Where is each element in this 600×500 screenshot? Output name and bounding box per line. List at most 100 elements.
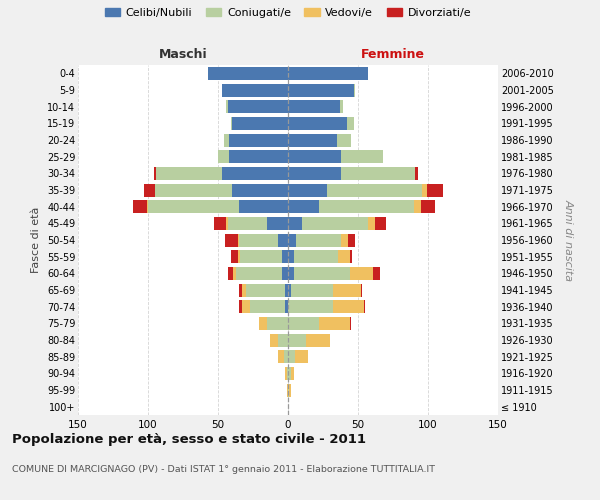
Bar	[283, 267, 288, 280]
Bar	[306, 334, 330, 346]
Bar	[238, 250, 241, 263]
Bar	[146, 200, 148, 213]
Bar	[229, 150, 288, 163]
Bar	[293, 250, 338, 263]
Bar	[327, 184, 422, 196]
Bar	[232, 184, 288, 196]
Bar	[288, 67, 368, 80]
Bar	[288, 84, 354, 96]
Bar	[259, 317, 267, 330]
Legend: Celibi/Nubili, Coniugati/e, Vedovi/e, Divorziati/e: Celibi/Nubili, Coniugati/e, Vedovi/e, Di…	[105, 8, 471, 18]
Bar	[288, 200, 319, 213]
Bar	[236, 267, 283, 280]
Bar	[208, 67, 288, 80]
Bar	[340, 100, 343, 113]
Bar	[287, 384, 288, 396]
Bar	[232, 117, 288, 130]
Bar	[288, 284, 291, 296]
Bar	[239, 284, 242, 296]
Bar	[287, 367, 288, 380]
Bar	[228, 267, 233, 280]
Bar	[241, 250, 283, 263]
Bar	[341, 150, 383, 163]
Bar	[148, 200, 239, 213]
Y-axis label: Anni di nascita: Anni di nascita	[563, 199, 573, 281]
Text: Femmine: Femmine	[361, 48, 425, 62]
Bar	[288, 150, 341, 163]
Bar	[270, 334, 278, 346]
Bar	[242, 300, 250, 313]
Bar	[288, 250, 293, 263]
Bar	[350, 317, 351, 330]
Bar	[350, 250, 352, 263]
Bar	[361, 284, 362, 296]
Bar	[288, 300, 333, 313]
Bar	[133, 200, 146, 213]
Bar	[144, 184, 155, 196]
Bar	[224, 134, 229, 146]
Bar	[291, 367, 293, 380]
Bar	[338, 250, 350, 263]
Bar	[157, 167, 222, 180]
Bar	[296, 234, 341, 246]
Bar	[267, 317, 288, 330]
Bar	[230, 117, 232, 130]
Bar	[291, 284, 333, 296]
Bar	[288, 234, 296, 246]
Bar	[226, 217, 228, 230]
Bar	[364, 300, 365, 313]
Bar	[226, 100, 228, 113]
Bar	[302, 217, 368, 230]
Y-axis label: Fasce di età: Fasce di età	[31, 207, 41, 273]
Bar	[415, 167, 418, 180]
Bar	[350, 267, 373, 280]
Bar	[284, 350, 288, 363]
Bar	[238, 234, 239, 246]
Bar	[288, 184, 327, 196]
Bar	[278, 234, 288, 246]
Bar	[222, 84, 288, 96]
Bar	[229, 134, 288, 146]
Bar	[414, 200, 421, 213]
Bar	[242, 284, 246, 296]
Bar	[239, 234, 278, 246]
Bar	[368, 217, 375, 230]
Bar	[288, 267, 293, 280]
Bar	[285, 300, 288, 313]
Bar	[228, 217, 267, 230]
Bar	[289, 384, 291, 396]
Bar	[250, 300, 285, 313]
Bar	[293, 267, 350, 280]
Bar	[333, 300, 364, 313]
Bar	[278, 350, 284, 363]
Bar	[347, 117, 354, 130]
Bar	[267, 217, 288, 230]
Bar	[214, 217, 226, 230]
Bar	[288, 117, 347, 130]
Bar	[288, 167, 341, 180]
Bar	[288, 134, 337, 146]
Bar	[283, 250, 288, 263]
Bar	[373, 267, 380, 280]
Bar	[230, 250, 238, 263]
Bar	[288, 217, 302, 230]
Bar	[319, 200, 414, 213]
Bar	[154, 167, 157, 180]
Bar	[427, 184, 443, 196]
Bar	[239, 300, 242, 313]
Bar	[422, 184, 427, 196]
Bar	[218, 150, 229, 163]
Bar	[285, 367, 287, 380]
Bar	[225, 234, 238, 246]
Bar	[375, 217, 386, 230]
Bar	[233, 267, 236, 280]
Bar	[337, 134, 351, 146]
Text: COMUNE DI MARCIGNAGO (PV) - Dati ISTAT 1° gennaio 2011 - Elaborazione TUTTITALIA: COMUNE DI MARCIGNAGO (PV) - Dati ISTAT 1…	[12, 466, 435, 474]
Bar	[288, 367, 291, 380]
Bar	[288, 100, 340, 113]
Bar	[341, 234, 348, 246]
Bar	[295, 350, 308, 363]
Bar	[421, 200, 435, 213]
Bar	[288, 317, 319, 330]
Bar	[278, 334, 288, 346]
